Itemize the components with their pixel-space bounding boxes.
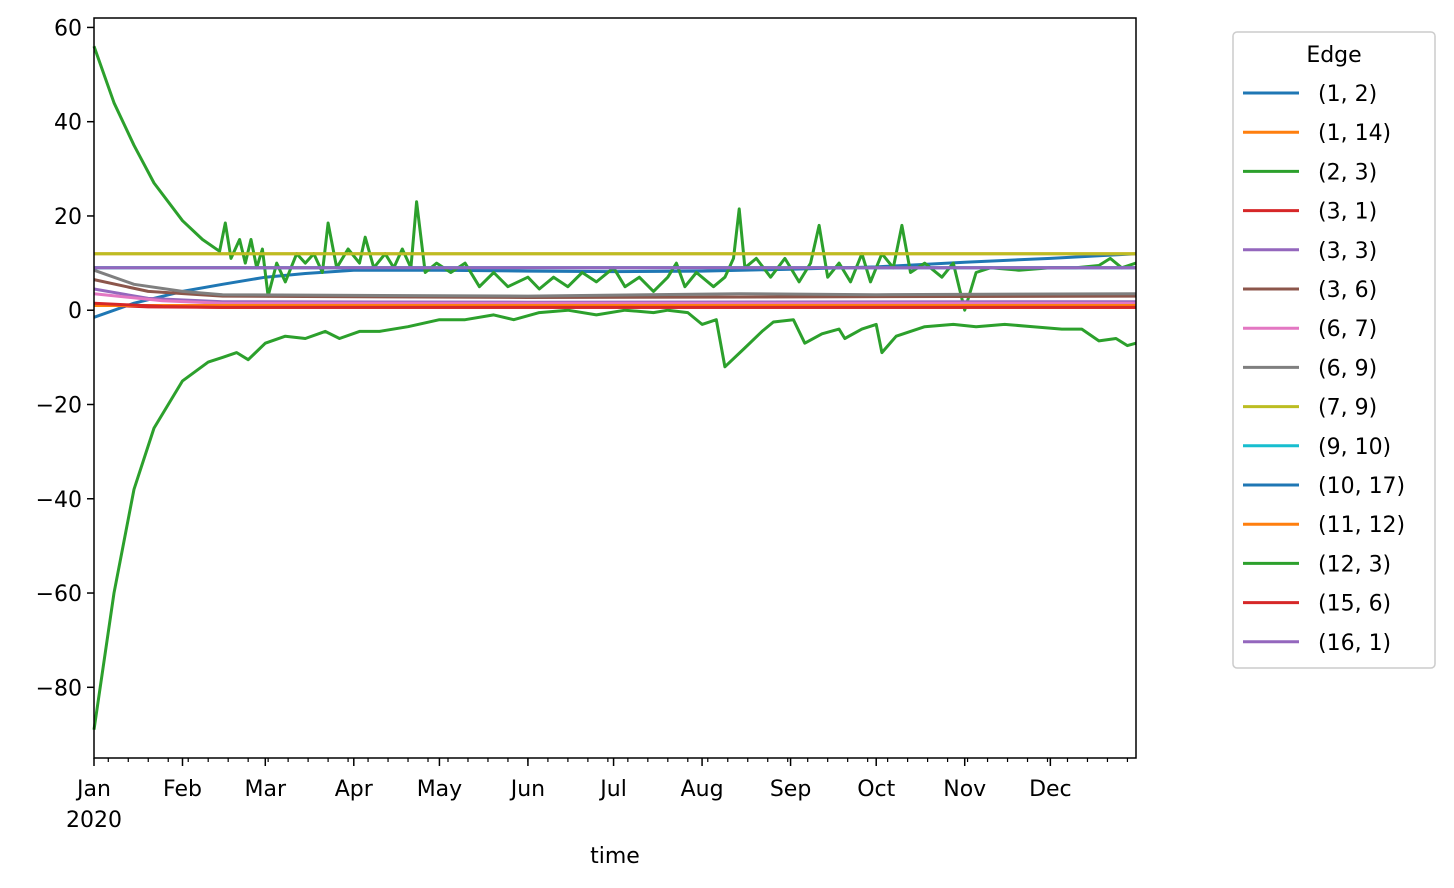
legend-label-2: (2, 3) (1318, 160, 1377, 185)
y-tick-label: −60 (36, 582, 82, 607)
x-tick-label: Dec (1029, 777, 1072, 802)
legend-label-0: (1, 2) (1318, 82, 1377, 107)
legend-entries: (1, 2) (1, 14) (2, 3) (3, 1) (3, 3) (3, 6) (6,… (1243, 82, 1405, 656)
series-line-2 (92, 45, 1137, 312)
y-tick-label: 60 (54, 16, 82, 41)
legend-label-4: (3, 3) (1318, 239, 1377, 264)
y-tick-label: 40 (54, 111, 82, 136)
x-tick-label: Sep (770, 777, 811, 802)
x-tick-label: Oct (857, 777, 895, 802)
legend-label-3: (3, 1) (1318, 200, 1377, 225)
legend-label-9: (9, 10) (1318, 435, 1391, 460)
legend-label-6: (6, 7) (1318, 317, 1377, 342)
y-tick-label: 0 (68, 299, 82, 324)
x-axis-label: time (590, 844, 640, 869)
legend-label-12: (12, 3) (1318, 552, 1391, 577)
legend-label-5: (3, 6) (1318, 278, 1377, 303)
series-line-12 (92, 308, 1137, 730)
x-axis: Jan Feb Mar Apr May Jun Jul Aug Sep Oct Nov Dec (75, 758, 1129, 802)
series-line-7 (93, 268, 1137, 298)
legend-label-14: (16, 1) (1318, 631, 1391, 656)
x-tick-label: Jan (75, 777, 111, 802)
y-tick-label: −20 (36, 393, 82, 418)
x-tick-label: Apr (335, 777, 374, 802)
x-tick-label: Feb (163, 777, 202, 802)
legend-label-8: (7, 9) (1318, 396, 1377, 421)
x-tick-label: May (417, 777, 462, 802)
x-tick-label: Jun (509, 777, 545, 802)
x-tick-label: Jul (598, 777, 627, 802)
y-tick-label: 20 (54, 205, 82, 230)
x-tick-label: Mar (245, 777, 287, 802)
x-year-label: 2020 (66, 808, 122, 833)
x-tick-label: Aug (681, 777, 724, 802)
legend-label-1: (1, 14) (1318, 121, 1391, 146)
y-tick-label: −40 (36, 488, 82, 513)
y-axis: 60 40 20 0 −20 −40 −60 −80 (36, 16, 94, 701)
legend: Edge (1, 2) (1, 14) (2, 3) (3, 1) (3, 3) (3, … (1232, 31, 1436, 669)
legend-label-10: (10, 17) (1318, 474, 1405, 499)
legend-label-11: (11, 12) (1318, 513, 1405, 538)
legend-frame (1232, 31, 1436, 669)
y-tick-label: −80 (36, 676, 82, 701)
series-layer (92, 45, 1137, 730)
legend-title: Edge (1306, 43, 1361, 68)
series-line-6 (93, 292, 1136, 305)
series-line-13 (93, 301, 1136, 309)
plot-frame (93, 17, 1137, 759)
x-tick-label: Nov (943, 777, 986, 802)
legend-label-13: (15, 6) (1318, 592, 1391, 617)
legend-label-7: (6, 9) (1318, 356, 1377, 381)
